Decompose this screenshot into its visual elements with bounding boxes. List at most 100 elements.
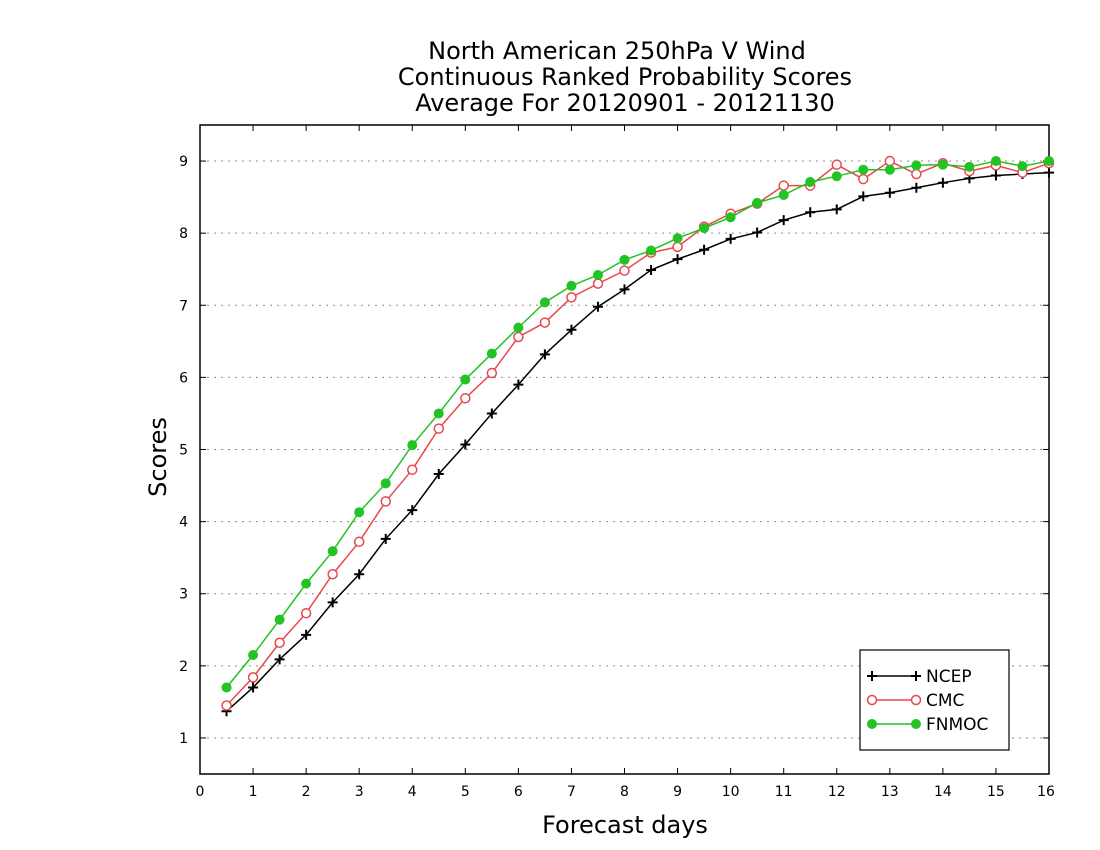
ncep-point [619, 284, 630, 295]
x-tick-label: 8 [620, 784, 629, 800]
ncep-point [433, 469, 444, 480]
legend-marker-fnmoc [867, 719, 877, 729]
ncep-point [539, 349, 550, 360]
y-tick-label: 7 [179, 298, 188, 314]
fnmoc-point [354, 507, 365, 518]
ncep-point [699, 244, 710, 255]
ncep-point [884, 187, 895, 198]
cmc-point [884, 155, 896, 167]
fnmoc-point [539, 297, 550, 308]
fnmoc-point [831, 171, 842, 182]
x-tick-label: 6 [514, 784, 523, 800]
y-tick-label: 8 [179, 226, 188, 242]
chart-title-line-1: North American 250hPa V Wind [428, 37, 806, 65]
cmc-point [513, 331, 524, 343]
fnmoc-point [274, 614, 285, 625]
fnmoc-point [990, 156, 1001, 167]
ncep-point [513, 379, 524, 390]
cmc-point [221, 700, 232, 711]
ncep-point [327, 597, 338, 608]
ncep-point [646, 264, 657, 275]
x-tick-label: 16 [1037, 784, 1055, 800]
ncep-point [937, 177, 948, 188]
cmc-point [831, 159, 842, 170]
fnmoc-point [964, 161, 975, 172]
cmc-point [274, 637, 285, 649]
fnmoc-point [407, 440, 418, 451]
ncep-point [274, 654, 285, 665]
fnmoc-point [725, 212, 736, 223]
x-tick-label: 13 [881, 784, 899, 800]
ncep-point [1044, 167, 1054, 178]
x-tick-label: 5 [461, 784, 470, 800]
fnmoc-point [513, 322, 524, 333]
ncep-point [354, 569, 365, 580]
cmc-point [247, 672, 259, 683]
x-axis-label: Forecast days [542, 811, 708, 839]
x-tick-label: 15 [987, 784, 1005, 800]
ncep-point [380, 533, 391, 544]
legend-marker-ncep [867, 671, 877, 681]
fnmoc-point [884, 164, 895, 175]
cmc-point [486, 367, 498, 379]
cmc-point [460, 393, 471, 404]
fnmoc-point [646, 245, 657, 256]
ncep-point [592, 301, 603, 312]
ncep-point [990, 170, 1001, 181]
cmc-point [592, 278, 604, 289]
fnmoc-point [752, 197, 763, 208]
cmc-point [380, 496, 391, 507]
ncep-point [725, 233, 736, 244]
ncep-point [248, 682, 259, 693]
fnmoc-point [327, 546, 338, 557]
x-tick-label: 14 [934, 784, 952, 800]
fnmoc-point [248, 650, 259, 661]
cmc-point [327, 569, 338, 580]
ncep-point [858, 191, 869, 202]
fnmoc-point [380, 478, 391, 489]
y-axis-label: Scores [144, 417, 172, 497]
x-tick-label: 11 [775, 784, 793, 800]
cmc-point [911, 168, 922, 180]
cmc-line [225, 160, 1050, 707]
chart-title: North American 250hPa V Wind Continuous … [398, 37, 852, 117]
fnmoc-point [1044, 156, 1054, 167]
y-tick-label: 5 [179, 443, 188, 459]
ncep-point [407, 505, 418, 516]
fnmoc-point [778, 189, 789, 200]
chart-title-line-2: Continuous Ranked Probability Scores [398, 63, 852, 91]
fnmoc-point [221, 682, 232, 693]
legend-marker-cmc [910, 694, 922, 706]
y-tick-label: 6 [179, 370, 188, 386]
ncep-point [566, 324, 577, 335]
cmc-point [407, 464, 418, 475]
legend-marker-ncep [911, 671, 921, 681]
cmc-point [300, 607, 312, 619]
x-tick-label: 12 [828, 784, 846, 800]
ncep-point [911, 182, 922, 193]
x-tick-label: 9 [673, 784, 682, 800]
series-layer [221, 155, 1055, 717]
ncep-point [752, 227, 763, 238]
legend-label-cmc: CMC [926, 691, 964, 711]
ncep-point [778, 215, 789, 226]
y-tick-label: 9 [179, 154, 188, 170]
legend-marker-fnmoc [911, 719, 921, 729]
x-tick-label: 1 [249, 784, 258, 800]
cmc-point [619, 265, 630, 276]
fnmoc-point [858, 164, 869, 175]
fnmoc-point [486, 348, 497, 359]
fnmoc-point [301, 578, 312, 589]
ncep-line [226, 171, 1050, 712]
series-ncep [221, 167, 1054, 717]
y-tick-label: 2 [179, 659, 188, 675]
x-tick-label: 7 [567, 784, 576, 800]
fnmoc-point [433, 408, 444, 419]
fnmoc-point [592, 269, 603, 280]
series-cmc [221, 155, 1055, 711]
legend-label-ncep: NCEP [926, 667, 972, 687]
cmc-point [778, 180, 789, 191]
cmc-point [353, 536, 365, 548]
